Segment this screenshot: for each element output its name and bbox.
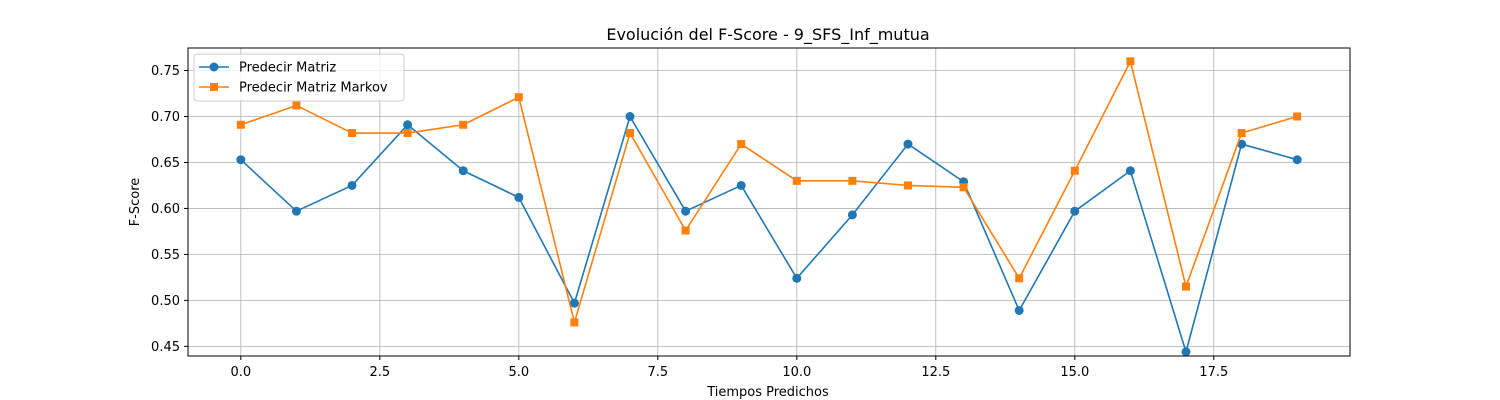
- y-tick-label: 0.65: [151, 156, 180, 171]
- x-tick-label: 7.5: [647, 365, 668, 380]
- data-point: [348, 129, 357, 138]
- data-point: [1237, 129, 1246, 138]
- chart-title: Evolución del F-Score - 9_SFS_Inf_mutua: [606, 25, 929, 45]
- data-point: [347, 180, 357, 190]
- data-point: [737, 140, 746, 149]
- legend-marker: [209, 62, 219, 72]
- legend-box: [193, 53, 405, 102]
- plot-area-frame: [187, 47, 1351, 357]
- data-point: [625, 111, 635, 121]
- y-tick-label: 0.75: [151, 64, 180, 79]
- data-point: [458, 166, 468, 176]
- legend: Predecir Matriz Predecir Matriz Markov: [193, 53, 405, 102]
- data-point: [903, 139, 913, 149]
- data-point: [1181, 282, 1190, 291]
- data-point: [1181, 347, 1191, 357]
- data-point: [292, 101, 301, 110]
- data-point: [1293, 112, 1302, 121]
- data-point: [403, 120, 413, 130]
- data-point: [514, 93, 523, 102]
- data-point: [626, 129, 635, 138]
- data-point: [848, 176, 857, 185]
- y-tick-label: 0.55: [151, 248, 180, 263]
- data-point: [403, 129, 412, 138]
- legend-marker: [210, 83, 218, 91]
- data-point: [291, 206, 301, 216]
- y-tick-label: 0.50: [151, 294, 180, 309]
- data-point: [681, 206, 691, 216]
- data-point: [681, 226, 690, 235]
- data-point: [959, 183, 968, 192]
- data-point: [236, 155, 246, 165]
- series-line: [240, 60, 1298, 324]
- x-tick-label: 5.0: [508, 365, 529, 380]
- x-tick-label: 12.5: [921, 365, 950, 380]
- x-axis: 0.0 2.5 5.0 7.5 10.0 12.5 15.0 17.5: [230, 356, 1228, 380]
- x-tick-label: 10.0: [782, 365, 811, 380]
- data-point: [792, 273, 802, 283]
- data-point: [792, 176, 801, 185]
- data-point: [459, 120, 468, 129]
- y-axis: 0.45 0.50 0.55 0.60 0.65 0.70 0.75: [151, 64, 188, 355]
- y-tick-label: 0.60: [151, 202, 180, 217]
- x-axis-label: Tiempos Predichos: [706, 385, 829, 400]
- data-point: [570, 318, 579, 327]
- y-tick-label: 0.70: [151, 110, 180, 125]
- legend-label: Predecir Matriz: [239, 61, 336, 76]
- data-point: [514, 192, 524, 202]
- data-point: [1126, 57, 1135, 66]
- data-point: [1014, 305, 1024, 315]
- x-tick-label: 2.5: [369, 365, 390, 380]
- data-point: [569, 298, 579, 308]
- data-point: [236, 120, 245, 129]
- series-2: [236, 57, 1302, 327]
- data-point: [1070, 206, 1080, 216]
- series-1: [236, 111, 1302, 357]
- data-point: [1015, 274, 1024, 283]
- y-tick-label: 0.45: [151, 340, 180, 355]
- x-tick-label: 15.0: [1060, 365, 1089, 380]
- data-point: [1070, 166, 1079, 175]
- data-point: [1125, 166, 1135, 176]
- x-tick-label: 0.0: [230, 365, 251, 380]
- y-axis-label: F-Score: [128, 178, 143, 227]
- data-point: [736, 180, 746, 190]
- series-layer: [236, 57, 1302, 357]
- legend-label: Predecir Matriz Markov: [239, 81, 388, 96]
- data-point: [1292, 155, 1302, 165]
- x-tick-label: 17.5: [1199, 365, 1228, 380]
- series-line: [240, 115, 1298, 353]
- data-point: [903, 181, 912, 190]
- data-point: [847, 210, 857, 220]
- data-point: [1237, 139, 1247, 149]
